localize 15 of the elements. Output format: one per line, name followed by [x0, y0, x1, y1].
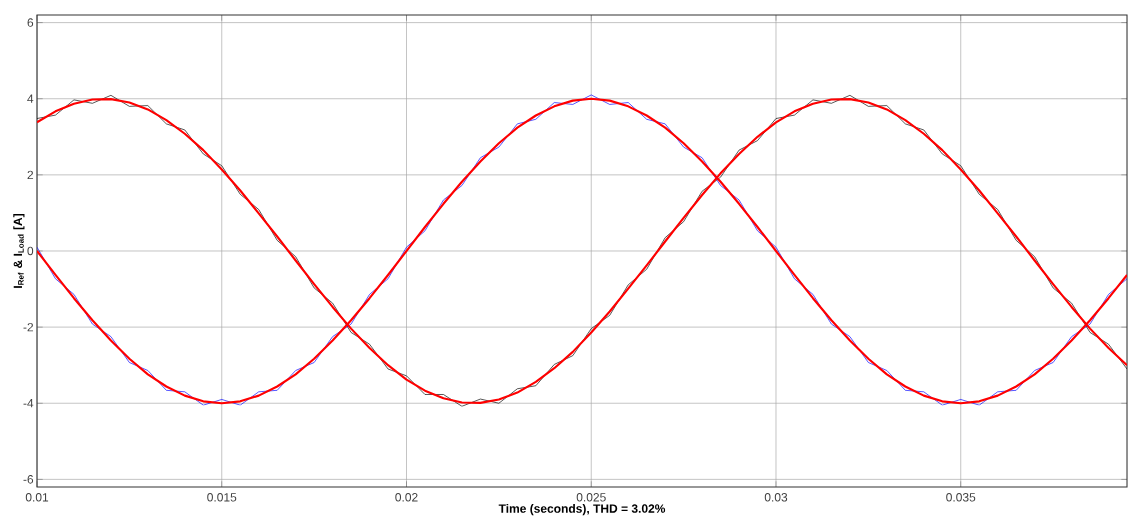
y-tick-label: -4 [23, 399, 34, 408]
y-tick-label: 0 [27, 246, 34, 256]
x-axis-title: Time (seconds), THD = 3.02% [498, 504, 666, 516]
x-tick-label: 0.015 [207, 493, 237, 502]
x-tick-label: 0.02 [395, 493, 418, 502]
x-tick-label: 0.01 [25, 493, 49, 502]
y-tick-label: 2 [27, 170, 34, 180]
x-tick-label: 0.025 [576, 493, 606, 502]
y-tick-label: 6 [27, 18, 34, 27]
x-tick-label: 0.035 [946, 493, 976, 502]
y-tick-label: 4 [27, 94, 34, 103]
y-tick-label: -2 [23, 322, 34, 332]
x-tick-label: 0.03 [764, 493, 788, 502]
y-tick-label: -6 [23, 475, 34, 484]
y-axis-title: I$_{Ref}$ & I$_{Load}$ [A] [13, 214, 25, 288]
